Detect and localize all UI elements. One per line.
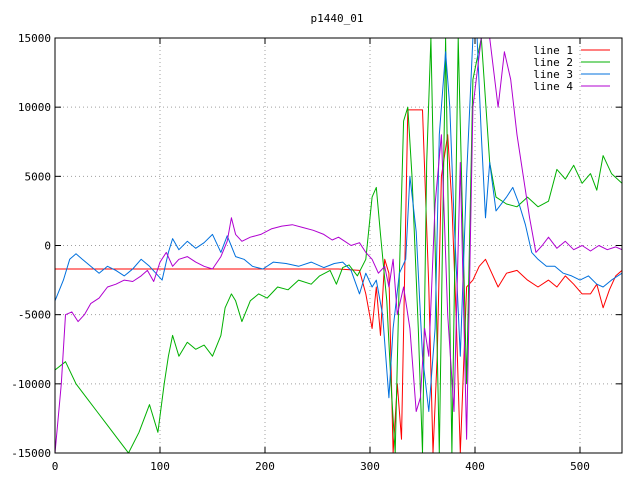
x-tick-label: 300 (360, 460, 380, 473)
series-line-4 (55, 38, 622, 453)
legend-label: line 1 (533, 44, 573, 57)
y-tick-label: 5000 (25, 170, 52, 183)
y-tick-label: 0 (44, 240, 51, 253)
x-tick-label: 200 (255, 460, 275, 473)
x-tick-label: 500 (570, 460, 590, 473)
grid (55, 38, 622, 453)
axis-ticks: -15000 -10000 -5000 0 5000 10000 15000 0 100 200 3… (11, 32, 622, 473)
series-line-3 (55, 38, 622, 412)
series-lines (55, 38, 622, 453)
series-line-1 (55, 109, 622, 453)
series-line-2 (55, 38, 622, 453)
y-tick-label: -10000 (11, 378, 51, 391)
legend-label: line 2 (533, 56, 573, 69)
legend-label: line 4 (533, 80, 573, 93)
x-tick-label: 0 (52, 460, 59, 473)
y-tick-label: 10000 (18, 101, 51, 114)
x-tick-label: 400 (465, 460, 485, 473)
legend-label: line 3 (533, 68, 573, 81)
plot-frame (54, 37, 623, 454)
y-tick-label: 15000 (18, 32, 51, 45)
x-tick-label: 100 (150, 460, 170, 473)
chart-title: p1440_01 (311, 12, 364, 25)
y-tick-label: -5000 (18, 309, 51, 322)
y-tick-label: -15000 (11, 447, 51, 460)
